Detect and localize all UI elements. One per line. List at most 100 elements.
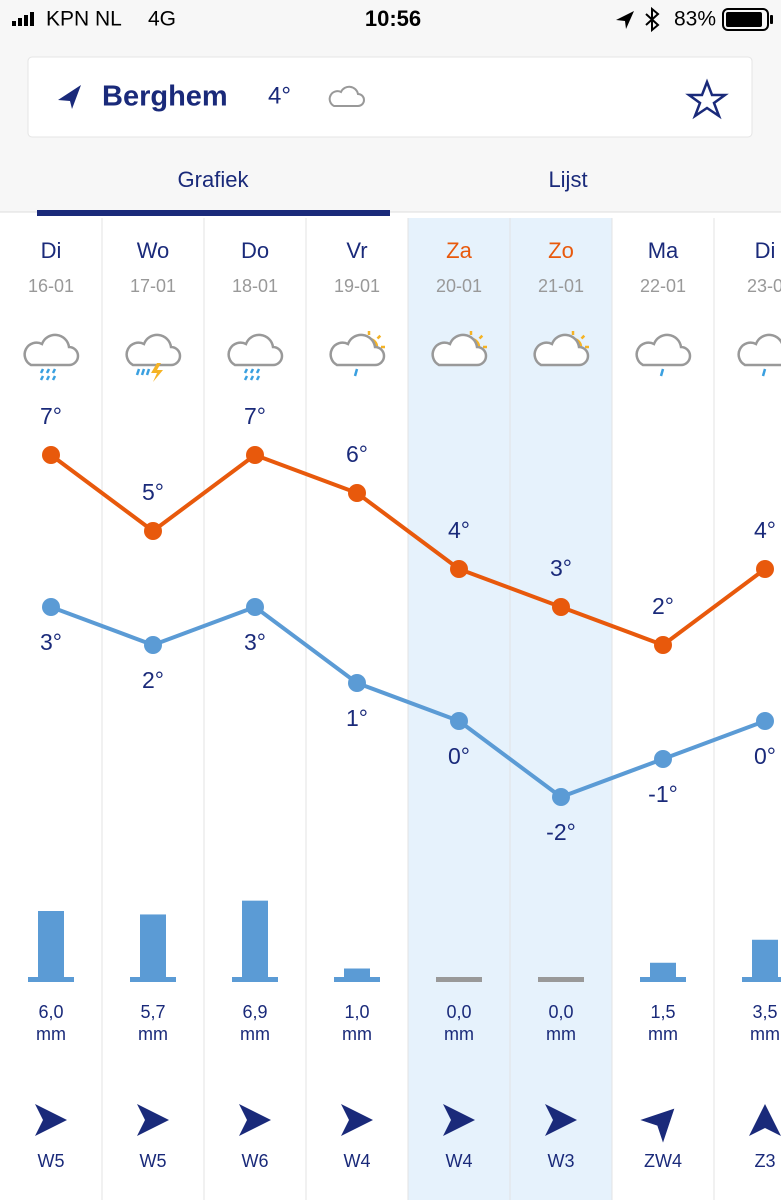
weather-icon: [431, 331, 488, 367]
rain-bar: [242, 900, 268, 980]
cloud: [737, 333, 781, 367]
wind: ZW4: [644, 1151, 682, 1171]
rain-bar: [344, 968, 370, 980]
battery-percent: 83%: [674, 8, 716, 31]
weekend-highlight: [510, 218, 612, 1200]
rain-bar-base: [334, 977, 380, 982]
wind-arrow: [749, 1104, 781, 1136]
date: 18-01: [232, 276, 278, 296]
rain-bar: [38, 911, 64, 980]
high-temp-label: 7°: [40, 403, 62, 429]
day-name: Ma: [648, 238, 679, 263]
high-temp-point: [450, 560, 468, 578]
battery-icon: [722, 8, 773, 31]
low-temp-label: 2°: [142, 667, 164, 693]
rain-drop: [135, 368, 141, 376]
high-temp-point: [246, 446, 264, 464]
high-temp-point: [654, 636, 672, 654]
rain-drop: [145, 368, 151, 376]
low-temp-label: 3°: [244, 629, 266, 655]
rain-drop: [243, 375, 249, 381]
weather-icon: [125, 333, 182, 382]
cloud: [23, 333, 80, 367]
high-temp-label: 4°: [754, 517, 776, 543]
low-temp-point: [348, 674, 366, 692]
high-temp-point: [552, 598, 570, 616]
favorite-star[interactable]: [685, 78, 729, 120]
network: 4G: [148, 8, 176, 31]
high-temp-point: [42, 446, 60, 464]
date: 21-01: [538, 276, 584, 296]
rain-bar-base: [640, 977, 686, 982]
tab[interactable]: Grafiek: [178, 167, 250, 192]
low-temp-point: [654, 750, 672, 768]
rain-drop: [255, 368, 261, 374]
rain-unit: mm: [240, 1024, 270, 1044]
day-name: Di: [41, 238, 62, 263]
low-temp-point: [552, 788, 570, 806]
date: 17-01: [130, 276, 176, 296]
wind: W6: [242, 1151, 269, 1171]
wind: Z3: [754, 1151, 775, 1171]
day-name: Za: [446, 238, 472, 263]
day-name: Di: [755, 238, 776, 263]
location-card[interactable]: [27, 56, 753, 138]
day-name: Vr: [346, 238, 367, 263]
sun-ray: [376, 334, 382, 340]
low-temp-label: 3°: [40, 629, 62, 655]
rain-drop: [761, 368, 767, 377]
sun-ray: [478, 334, 484, 340]
rain-drop: [39, 368, 45, 374]
low-temp-point: [42, 598, 60, 616]
date: 23-0: [747, 276, 781, 296]
rain-amount: 6,0: [38, 1002, 63, 1022]
rain-unit: mm: [36, 1024, 66, 1044]
tab[interactable]: Lijst: [548, 167, 587, 192]
cloud: [329, 333, 386, 367]
wind: W4: [446, 1151, 473, 1171]
high-temp-label: 3°: [550, 555, 572, 581]
low-temp-label: -2°: [546, 819, 576, 845]
high-temp-point: [756, 560, 774, 578]
low-temp: [50, 605, 766, 799]
date: 19-01: [334, 276, 380, 296]
rain-amount: 5,7: [140, 1002, 165, 1022]
wind-arrow: [137, 1104, 169, 1136]
tab-indicator: [37, 210, 390, 216]
wind: W5: [38, 1151, 65, 1171]
low-temp-point: [756, 712, 774, 730]
rain-drop: [659, 368, 665, 377]
rain-drop: [45, 368, 51, 374]
high-temp-point: [348, 484, 366, 502]
weather-icon: [227, 333, 284, 381]
rain-bar: [752, 939, 778, 980]
wind-arrow: [545, 1104, 577, 1136]
weather-icon: [635, 333, 692, 377]
weather-icon: [329, 331, 386, 377]
day-name: Wo: [137, 238, 170, 263]
location-status-icon: [616, 11, 634, 29]
carrier: KPN NL: [46, 8, 122, 31]
rain-drop: [51, 368, 57, 374]
wind-arrow: [35, 1104, 67, 1136]
rain-drop: [140, 368, 146, 376]
rain-drop: [243, 368, 249, 374]
signal-icon: [12, 12, 34, 26]
high-temp-label: 5°: [142, 479, 164, 505]
rain-bar: [140, 914, 166, 980]
low-temp-point: [246, 598, 264, 616]
cloud: [227, 333, 284, 367]
location-name: Berghem: [102, 81, 228, 113]
weather-icon: [737, 333, 781, 377]
rain-drop: [51, 375, 57, 381]
weather-icon: [23, 333, 80, 381]
low-temp-label: -1°: [648, 781, 678, 807]
low-temp-point: [144, 636, 162, 654]
high-temp-point: [144, 522, 162, 540]
wind: W3: [548, 1151, 575, 1171]
rain-drop: [39, 375, 45, 381]
rain-bar-base: [742, 977, 781, 982]
rain-bar-base: [28, 977, 74, 982]
wind-arrow: [341, 1104, 373, 1136]
